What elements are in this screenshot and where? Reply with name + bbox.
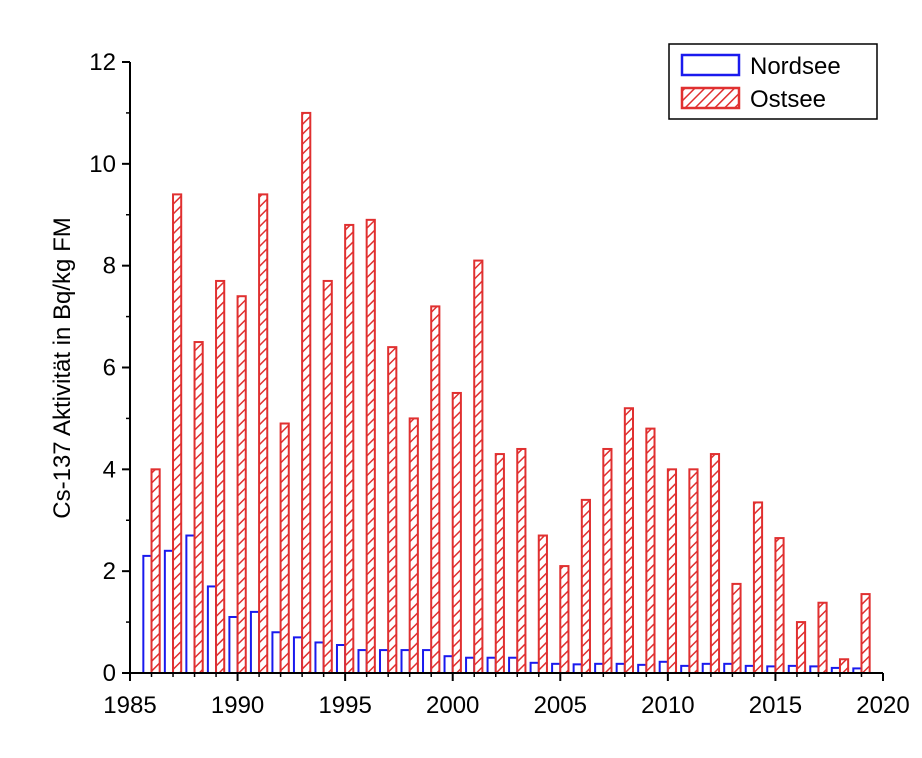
bar-ostsee-2014 (752, 501, 764, 674)
legend-swatch-ostsee (680, 86, 741, 110)
bar-ostsee-2016 (795, 621, 807, 674)
y-tick-label: 12 (89, 49, 116, 76)
bar-nordsee-1995 (335, 643, 347, 675)
bar-nordsee-2011 (680, 664, 691, 674)
bar-nordsee-2012 (701, 662, 712, 675)
bar-ostsee-2000 (451, 391, 462, 674)
bar-ostsee-1990 (236, 295, 247, 674)
bar-ostsee-1992 (279, 422, 290, 674)
bar-ostsee-2003 (516, 447, 527, 675)
bar-ostsee-1999 (430, 305, 441, 674)
bar-ostsee-2018 (838, 658, 850, 675)
bar-nordsee-2013 (723, 662, 734, 675)
y-axis-title: Cs-137 Aktivität in Bq/kg FM (49, 217, 76, 518)
bar-nordsee-2001 (465, 656, 476, 674)
bar-ostsee-2001 (473, 259, 484, 674)
x-tick-label: 2010 (641, 692, 694, 719)
bar-nordsee-2004 (529, 661, 540, 674)
y-tick-label: 4 (103, 456, 116, 483)
bar-ostsee-2005 (559, 565, 570, 675)
bar-ostsee-1993 (301, 111, 312, 674)
bar-ostsee-1989 (215, 279, 226, 674)
bar-ostsee-2011 (688, 468, 699, 675)
bar-nordsee-1986 (142, 554, 153, 674)
bar-ostsee-1987 (172, 193, 183, 674)
bar-ostsee-2013 (731, 582, 742, 674)
bar-ostsee-2009 (645, 427, 656, 674)
x-tick-label: 1990 (211, 692, 264, 719)
bar-ostsee-1994 (322, 279, 333, 674)
x-tick-label: 2000 (426, 692, 479, 719)
bar-nordsee-2007 (594, 662, 605, 675)
bar-nordsee-2006 (572, 663, 583, 675)
bar-nordsee-1998 (400, 649, 411, 675)
bar-nordsee-2005 (551, 662, 562, 675)
bar-nordsee-1992 (271, 631, 282, 674)
bar-ostsee-1991 (258, 193, 269, 674)
bar-nordsee-2014 (744, 664, 755, 674)
bar-ostsee-1986 (150, 468, 161, 675)
y-tick-label: 6 (103, 355, 116, 382)
x-tick-label: 2020 (856, 692, 909, 719)
x-tick-label: 2015 (749, 692, 802, 719)
x-tick-label: 2005 (534, 692, 587, 719)
x-tick-label: 1995 (318, 692, 371, 719)
bar-nordsee-1988 (185, 534, 196, 675)
y-tick-label: 0 (103, 660, 116, 687)
bar-nordsee-2010 (658, 660, 669, 675)
bar-ostsee-2019 (860, 593, 871, 674)
bar-nordsee-1991 (249, 610, 261, 675)
bar-ostsee-2007 (602, 447, 613, 675)
bar-ostsee-1998 (408, 417, 419, 674)
legend: Nordsee Ostsee (668, 43, 878, 120)
bar-ostsee-1988 (193, 341, 204, 674)
bar-nordsee-2008 (615, 662, 626, 675)
bar-nordsee-2003 (508, 656, 519, 674)
bar-ostsee-2010 (666, 468, 678, 675)
bar-ostsee-1995 (344, 223, 355, 675)
bar-nordsee-2016 (787, 664, 798, 674)
bar-nordsee-1994 (314, 641, 325, 675)
bar-ostsee-1997 (387, 346, 398, 674)
bar-ostsee-2006 (580, 498, 591, 674)
bar-nordsee-1990 (228, 615, 239, 674)
bar-nordsee-2000 (443, 655, 454, 675)
bar-nordsee-1993 (292, 636, 304, 675)
ticks: 1985 1990 1995 2000 2005 2010 2015 2020 0 2 4 6 8 10 1… (89, 49, 909, 719)
legend-swatch-nordsee (680, 53, 741, 77)
bar-nordsee-1997 (378, 649, 390, 675)
x-tick-label: 1985 (103, 692, 156, 719)
bar-ostsee-2002 (494, 453, 505, 674)
bars (142, 111, 871, 675)
y-tick-label: 10 (89, 151, 116, 178)
bar-ostsee-2012 (709, 453, 721, 674)
bar-nordsee-1999 (422, 649, 433, 675)
legend-label-ostsee: Ostsee (750, 86, 826, 113)
bar-nordsee-2009 (637, 663, 648, 674)
bar-nordsee-1987 (163, 549, 175, 674)
bar-ostsee-2015 (774, 537, 785, 675)
bar-ostsee-2004 (537, 534, 548, 675)
legend-label-nordsee: Nordsee (750, 53, 841, 80)
bar-ostsee-1996 (365, 218, 376, 674)
y-tick-label: 8 (103, 253, 116, 280)
y-tick-label: 2 (103, 558, 116, 585)
bar-ostsee-2017 (817, 601, 828, 674)
bar-nordsee-2002 (486, 656, 497, 674)
bar-nordsee-1996 (357, 649, 368, 675)
bar-ostsee-2008 (623, 407, 635, 674)
bar-nordsee-1989 (206, 585, 218, 674)
